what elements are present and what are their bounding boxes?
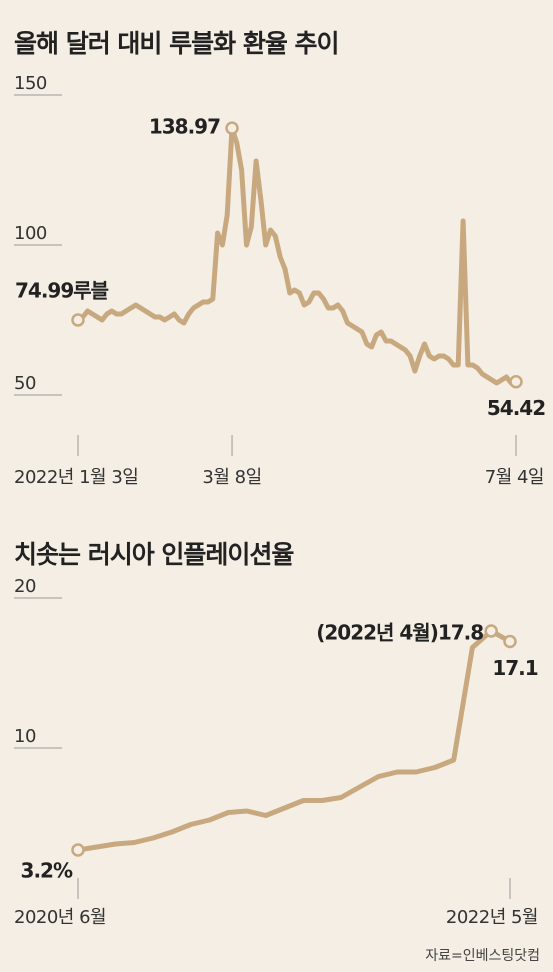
- point-marker: [71, 843, 85, 857]
- data-label: 138.97: [149, 115, 220, 139]
- x-tick-label: 2020년 6월: [14, 907, 106, 928]
- point-marker: [509, 374, 523, 389]
- y-tick-label: 100: [14, 223, 47, 244]
- chart-title: 올해 달러 대비 루블화 환율 추이: [14, 29, 339, 58]
- chart-title: 치솟는 러시아 인플레이션율: [14, 540, 294, 569]
- point-marker: [503, 634, 517, 649]
- y-tick-label: 150: [14, 73, 47, 94]
- point-marker: [71, 313, 85, 327]
- y-tick-label: 20: [14, 576, 36, 597]
- y-tick-label: 10: [14, 726, 36, 747]
- data-line: [76, 125, 517, 386]
- source: 자료=인베스팅닷컴: [425, 948, 540, 964]
- x-tick-label: 2022년 1월 3일: [14, 467, 138, 488]
- data-label: 17.1: [492, 656, 537, 680]
- x-tick-label: 3월 8일: [202, 467, 261, 488]
- x-tick-label: 2022년 5월: [446, 907, 538, 928]
- data-label: 3.2%: [21, 859, 73, 883]
- data-label: (2022년 4월)17.8: [316, 621, 483, 645]
- data-line: [77, 628, 512, 853]
- data-label: 74.99루블: [15, 279, 109, 303]
- point-marker: [225, 121, 239, 135]
- data-label: 54.42: [487, 396, 545, 420]
- x-tick-label: 7월 4일: [485, 467, 544, 488]
- y-tick-label: 50: [14, 373, 36, 394]
- point-marker: [484, 624, 498, 638]
